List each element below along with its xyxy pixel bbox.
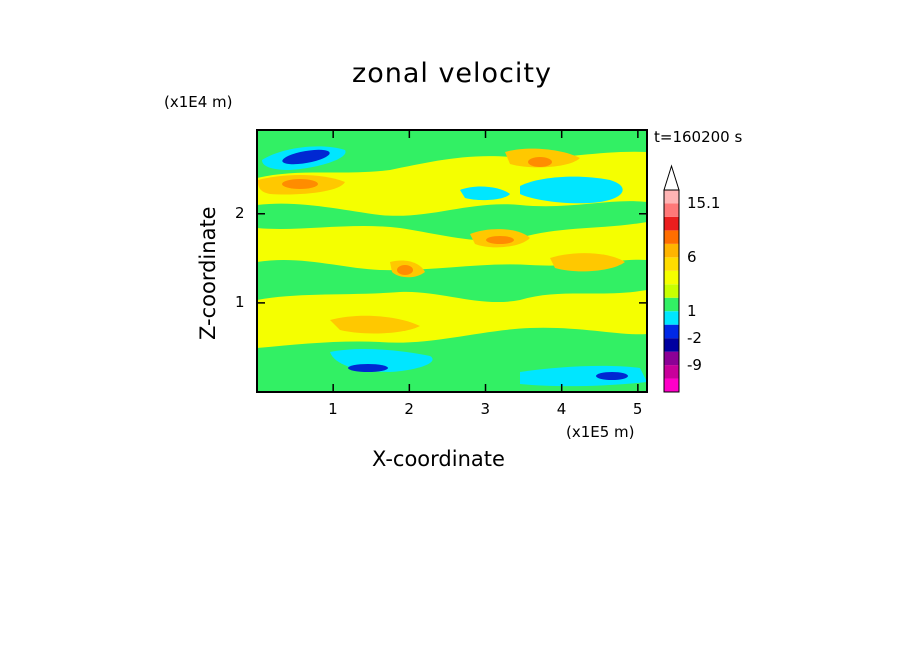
colorbar-label: -2 bbox=[687, 329, 702, 348]
colorbar-bin bbox=[664, 257, 679, 271]
y-ticks bbox=[257, 213, 647, 304]
time-label: t=160200 s bbox=[654, 128, 743, 146]
green-band bbox=[257, 201, 647, 241]
colorbar-bin bbox=[664, 324, 679, 339]
colorbar-extend-arrow bbox=[663, 164, 680, 191]
colorbar-bin bbox=[664, 284, 679, 298]
cyan-patch bbox=[520, 365, 647, 387]
blue-core bbox=[348, 364, 388, 372]
deep-orange-core bbox=[486, 236, 514, 244]
x-tick-label: 3 bbox=[480, 400, 491, 418]
cyan-patch bbox=[460, 186, 510, 201]
cyan-patch bbox=[520, 176, 623, 204]
colorbar-bin bbox=[664, 243, 679, 258]
colorbar-bin bbox=[664, 190, 679, 204]
orange-patch bbox=[330, 315, 420, 334]
colorbar-bin bbox=[664, 297, 679, 312]
x-tick-label: 4 bbox=[556, 400, 567, 418]
orange-patch bbox=[550, 253, 625, 272]
colorbar-label: -9 bbox=[687, 356, 702, 375]
chart-title: zonal velocity bbox=[352, 58, 552, 89]
colorbar-bin bbox=[664, 311, 679, 325]
colorbar-label: 1 bbox=[687, 302, 697, 321]
plot-frame bbox=[256, 129, 648, 393]
x-axis-unit: (x1E5 m) bbox=[566, 423, 635, 441]
colorbar-bin bbox=[664, 230, 679, 244]
y-tick-label: 2 bbox=[235, 203, 245, 222]
x-axis-label: X-coordinate bbox=[372, 447, 505, 471]
colorbar-bin bbox=[664, 351, 679, 366]
colorbar-bin bbox=[664, 270, 679, 285]
colorbar-bin bbox=[664, 203, 679, 217]
x-tick-label: 5 bbox=[632, 400, 643, 418]
velocity-field bbox=[257, 130, 647, 392]
colorbar bbox=[663, 164, 680, 393]
x-tick-label: 1 bbox=[328, 400, 338, 418]
colorbar-bin bbox=[664, 378, 679, 392]
colorbar-bin bbox=[664, 338, 679, 352]
blue-core bbox=[596, 372, 628, 380]
green-band bbox=[257, 130, 647, 178]
y-axis-unit: (x1E4 m) bbox=[164, 93, 233, 111]
colorbar-bin bbox=[664, 365, 679, 379]
colorbar-label: 15.1 bbox=[687, 194, 721, 213]
colorbar-label: 6 bbox=[687, 248, 697, 267]
green-band bbox=[257, 259, 647, 303]
colorbar-bin bbox=[664, 216, 679, 231]
x-tick-label: 2 bbox=[404, 400, 414, 418]
deep-orange-core bbox=[282, 179, 318, 189]
deep-orange-core bbox=[528, 157, 552, 167]
y-tick-label: 1 bbox=[235, 292, 245, 311]
blue-core bbox=[282, 149, 330, 165]
deep-orange-core bbox=[397, 265, 413, 275]
x-ticks bbox=[332, 130, 639, 392]
